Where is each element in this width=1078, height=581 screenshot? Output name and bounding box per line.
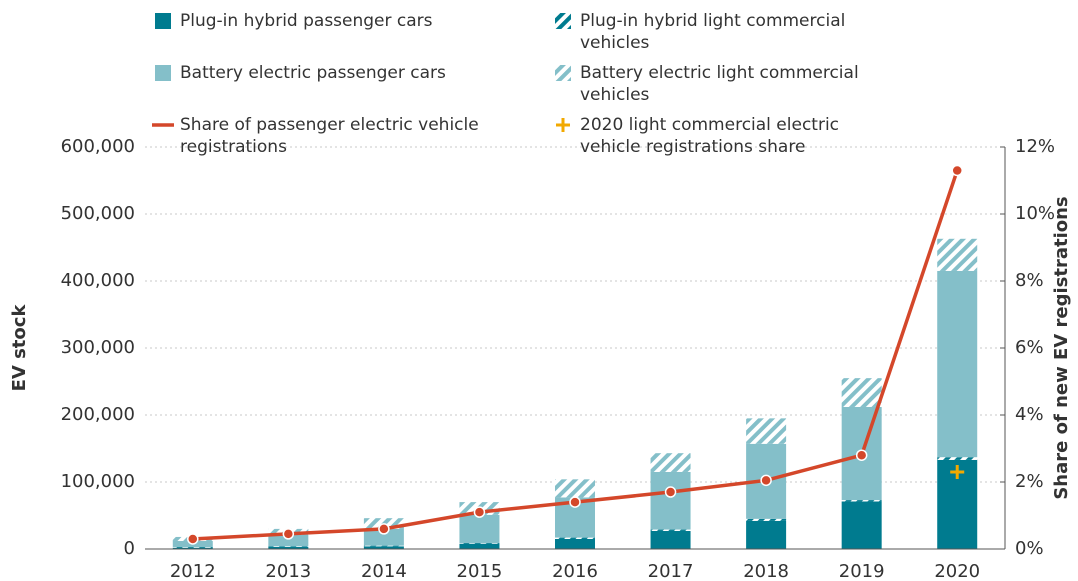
swatch-box [155, 13, 171, 29]
legend-item: Share of passenger electric vehicle regi… [152, 114, 552, 158]
legend-swatch [555, 65, 571, 81]
bar-segment [459, 543, 500, 549]
bar-segment [650, 453, 691, 472]
bar-segment [363, 545, 404, 547]
legend-item: 2020 light commercial electric vehicle r… [552, 114, 1012, 158]
bar-segment [937, 238, 978, 271]
y2-tick-label: 6% [1015, 337, 1044, 358]
bar-segment [459, 542, 500, 544]
swatch-box [555, 13, 571, 29]
y-tick-label: 200,000 [61, 404, 135, 425]
bar-segment [841, 500, 882, 502]
y2-tick-label: 10% [1015, 203, 1055, 224]
legend-label: Battery electric light commercial vehicl… [580, 63, 859, 105]
legend-swatch [155, 65, 171, 81]
legend-label: Plug-in hybrid passenger cars [180, 11, 433, 31]
legend-label: Plug-in hybrid light commercial vehicles [580, 11, 846, 53]
legend-swatch [155, 13, 171, 29]
x-tick-label: 2018 [743, 561, 789, 581]
bar-segment [650, 471, 691, 530]
y2-axis-title: Share of new EV registrations [1051, 196, 1072, 499]
bar-segment [172, 546, 213, 548]
y-tick-label: 500,000 [61, 203, 135, 224]
legend-swatch [152, 123, 174, 127]
bar-segment [937, 457, 978, 460]
y2-tick-label: 2% [1015, 471, 1044, 492]
x-tick-label: 2013 [265, 561, 311, 581]
bar-segment [268, 546, 309, 547]
x-tick-label: 2019 [839, 561, 885, 581]
share-point [760, 474, 772, 487]
share-point [855, 449, 868, 461]
plus-marker [950, 464, 965, 479]
legend-label: Share of passenger electric vehicle regi… [180, 115, 479, 157]
swatch-box [155, 65, 171, 81]
bar-segment [363, 546, 404, 549]
bar-segment [459, 514, 500, 543]
bar-segment [363, 528, 404, 546]
share-point [282, 528, 295, 540]
y-tick-label: 100,000 [61, 471, 135, 492]
share-point [951, 164, 963, 177]
legend-item: Plug-in hybrid passenger cars [152, 10, 552, 54]
legend: Plug-in hybrid passenger cars Plug-in hyb… [152, 10, 1032, 158]
swatch-box [555, 65, 571, 81]
y2-tick-label: 4% [1015, 404, 1044, 425]
x-tick-label: 2016 [552, 561, 598, 581]
swatch-plus [556, 118, 570, 132]
bar-segment [650, 529, 691, 531]
bar-segment [650, 530, 691, 549]
legend-label: 2020 light commercial electric vehicle r… [580, 115, 840, 157]
share-point [569, 496, 581, 508]
bar-segment [555, 538, 595, 549]
y-tick-label: 600,000 [61, 136, 135, 157]
legend-swatch [556, 118, 570, 132]
legend-item: Battery electric light commercial vehicl… [552, 62, 1012, 106]
y2-tick-label: 12% [1015, 136, 1055, 157]
bar-segment [746, 518, 787, 521]
x-tick-label: 2012 [170, 561, 216, 581]
y2-tick-label: 8% [1015, 270, 1044, 291]
legend-label: Battery electric passenger cars [180, 63, 446, 83]
bar-segment [746, 520, 787, 549]
share-point [473, 506, 486, 518]
legend-item: Battery electric passenger cars [152, 62, 552, 106]
x-tick-label: 2017 [648, 561, 694, 581]
bar-segment [172, 547, 213, 549]
bar-segment [555, 537, 595, 539]
legend-item: Plug-in hybrid light commercial vehicles [552, 10, 1012, 54]
share-point [378, 523, 390, 535]
y-tick-label: 400,000 [61, 270, 135, 291]
bar-segment [841, 378, 882, 407]
bar-segment [268, 546, 309, 549]
share-point [664, 486, 677, 498]
bar-segment [746, 418, 787, 444]
bar-segment [841, 501, 882, 549]
y-axis-title: EV stock [9, 304, 30, 392]
bar-segment [268, 534, 309, 547]
legend-swatch [555, 13, 571, 29]
bar-segment [555, 479, 595, 498]
y2-tick-label: 0% [1015, 538, 1044, 559]
x-tick-label: 2020 [934, 561, 980, 581]
y-tick-label: 300,000 [61, 337, 135, 358]
x-tick-label: 2015 [457, 561, 503, 581]
share-point [187, 533, 199, 545]
bar-segment [937, 270, 978, 458]
x-tick-label: 2014 [361, 561, 407, 581]
y-tick-label: 0 [124, 538, 135, 559]
